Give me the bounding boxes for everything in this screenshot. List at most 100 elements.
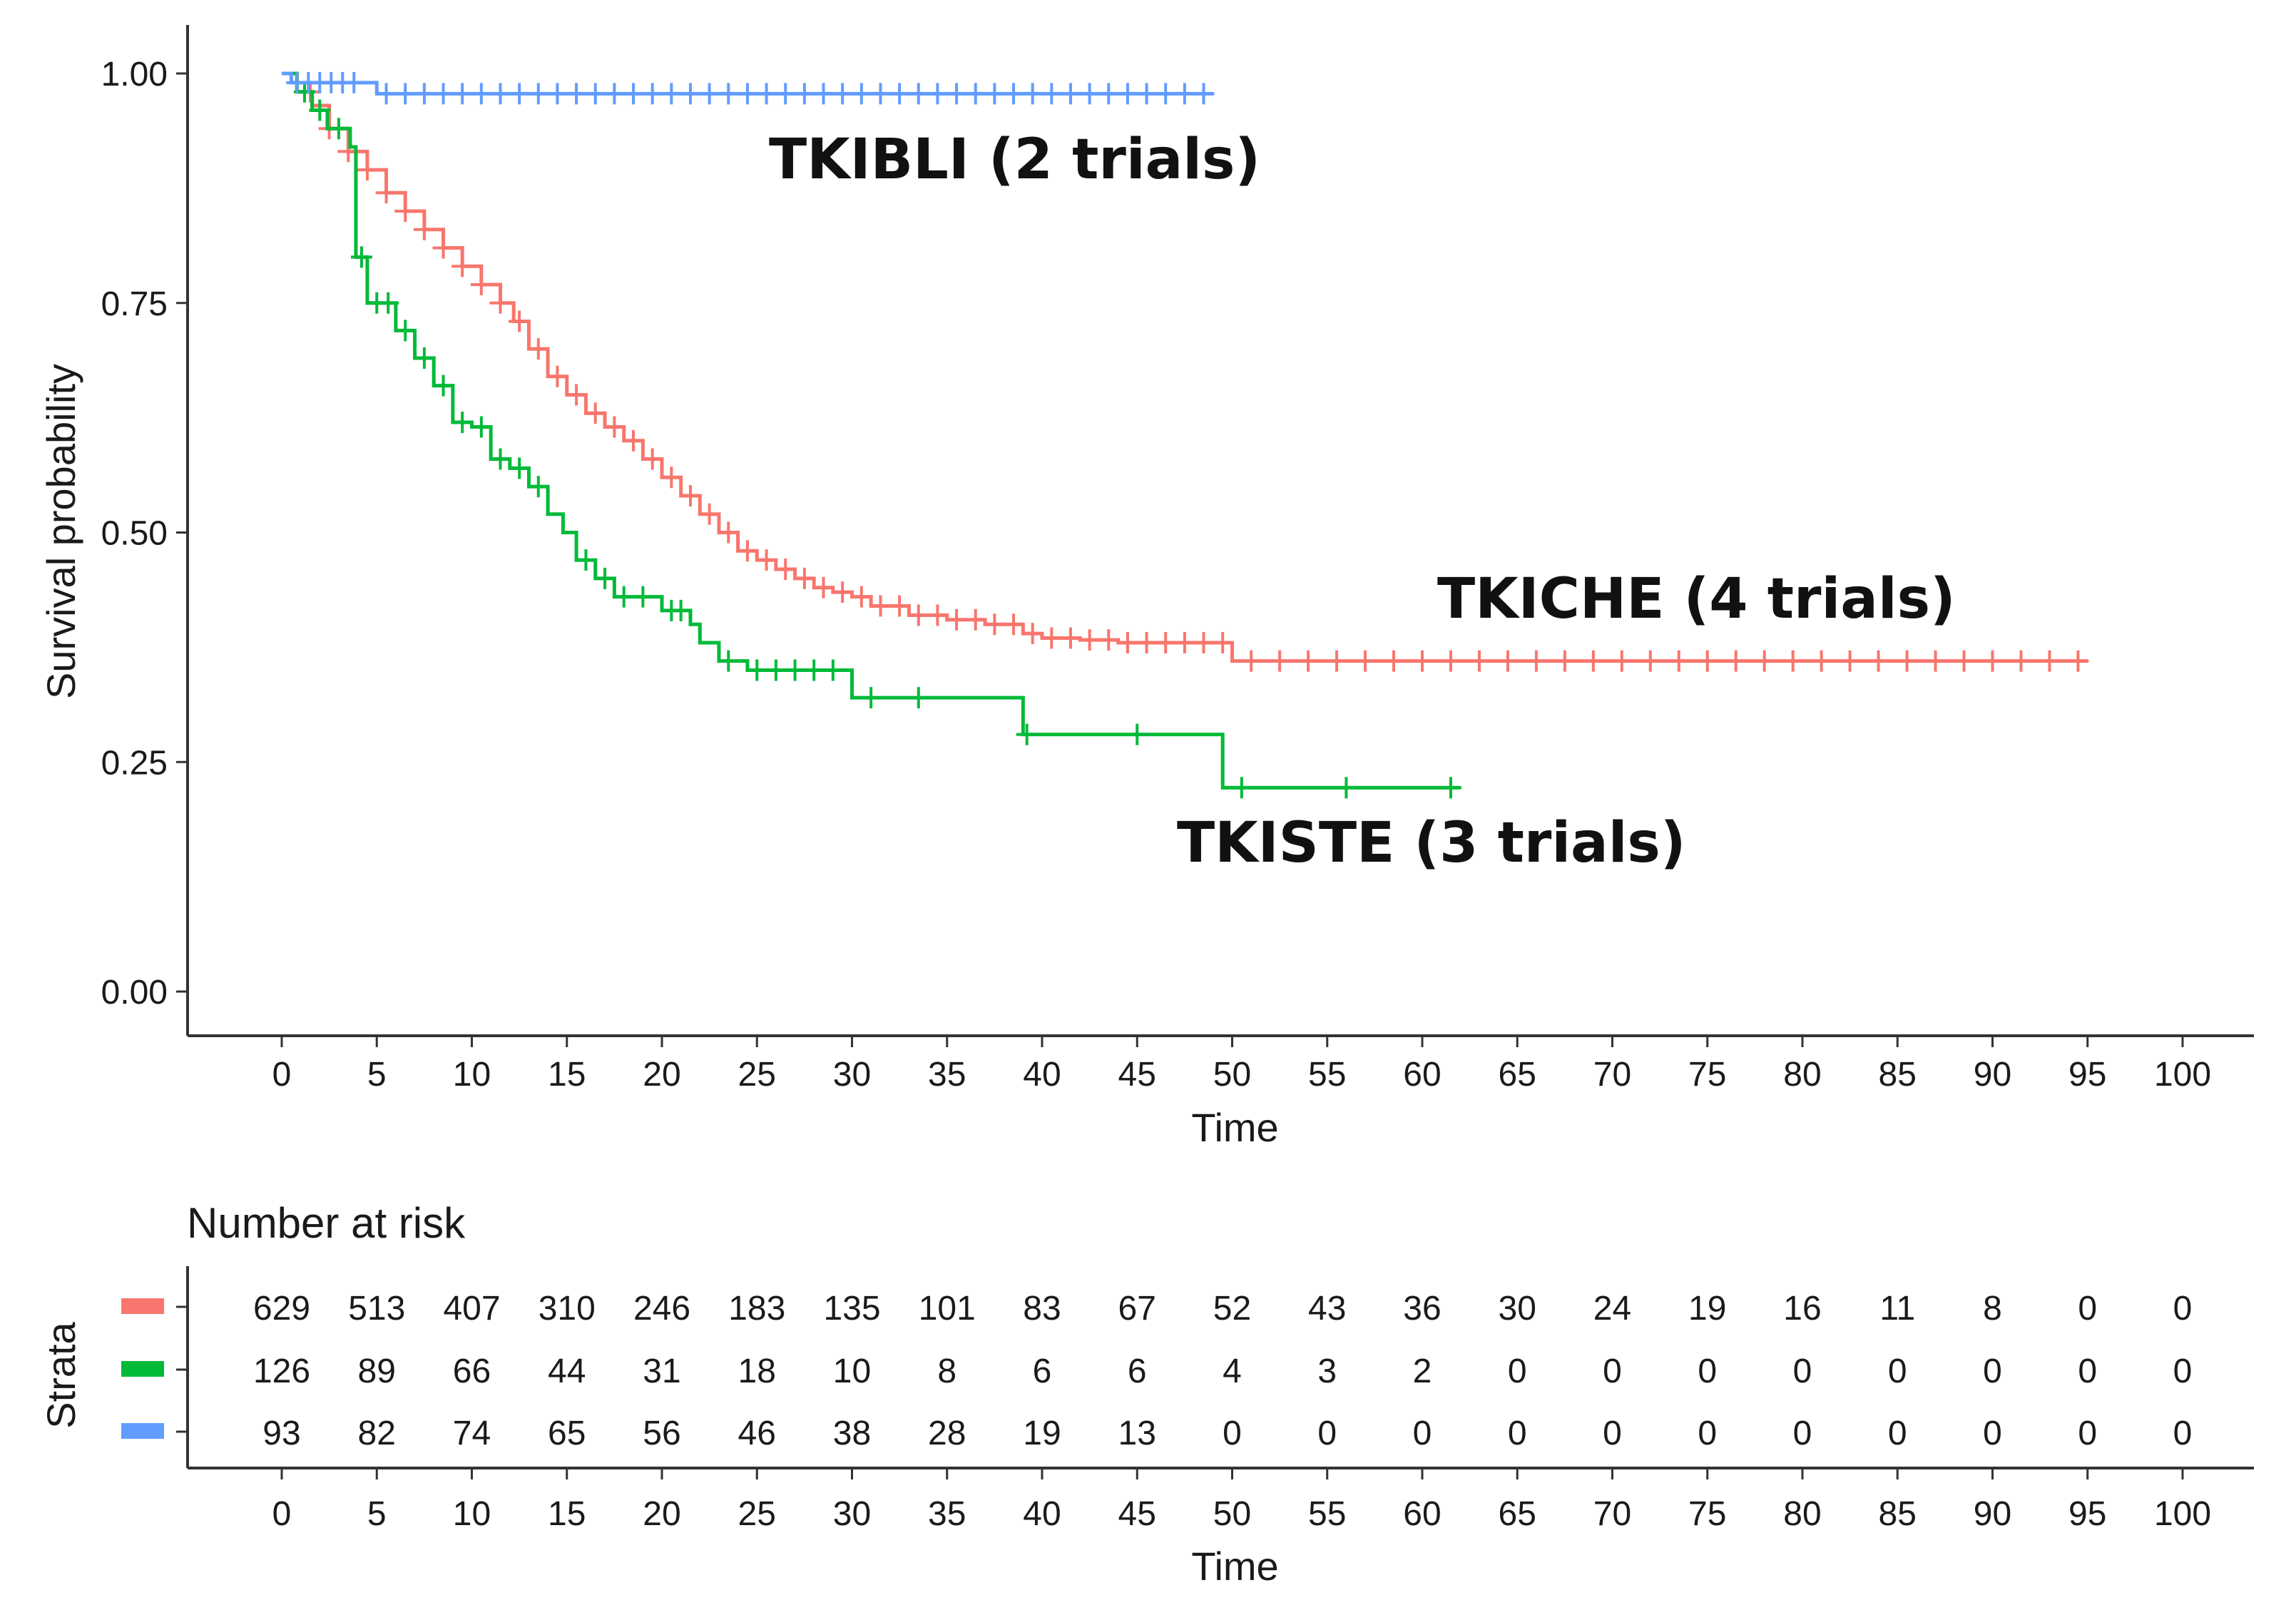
- censor-mark: [1553, 650, 1576, 672]
- risk-cell: 18: [738, 1352, 776, 1390]
- censor-mark: [746, 659, 768, 681]
- censor-mark: [1782, 650, 1804, 672]
- censor-mark: [1136, 631, 1158, 653]
- series-line-1: [282, 71, 1461, 790]
- risk-cell: 0: [2173, 1415, 2193, 1452]
- x-tick-label: 70: [1593, 1056, 1631, 1094]
- y-tick-label: 1.00: [101, 56, 168, 93]
- risk-cell: 44: [548, 1352, 586, 1390]
- censor-mark: [527, 338, 549, 360]
- censor-mark: [755, 549, 777, 571]
- risk-cell: 0: [1317, 1415, 1337, 1452]
- censor-mark: [907, 687, 929, 709]
- x-tick-label: 20: [643, 1056, 680, 1094]
- censor-mark: [1212, 631, 1234, 653]
- censor-mark: [1412, 650, 1433, 672]
- censor-mark: [1240, 650, 1262, 672]
- censor-mark: [356, 159, 378, 181]
- censor-mark: [1753, 650, 1775, 672]
- risk-cell: 246: [633, 1290, 690, 1328]
- censor-mark: [623, 83, 645, 105]
- censor-mark: [603, 416, 626, 438]
- censor-mark: [1867, 650, 1889, 672]
- censor-mark: [527, 476, 549, 498]
- x-tick-label: 15: [548, 1056, 586, 1094]
- risk-cell: 0: [2173, 1290, 2193, 1328]
- censor-mark: [1059, 83, 1081, 105]
- censor-mark: [350, 246, 372, 268]
- x-tick-label: 25: [738, 1056, 776, 1094]
- risk-x-tick-label: 90: [1974, 1495, 2011, 1533]
- risk-cell: 82: [358, 1415, 396, 1452]
- censor-mark: [1098, 83, 1120, 105]
- x-tick-label: 35: [928, 1056, 966, 1094]
- censor-mark: [470, 83, 492, 105]
- censor-mark: [964, 83, 986, 105]
- risk-cell: 0: [1603, 1415, 1622, 1452]
- censor-mark: [566, 384, 588, 406]
- risk-x-tick-label: 70: [1593, 1495, 1631, 1533]
- x-tick-label: 30: [833, 1056, 871, 1094]
- risk-cell: 0: [1793, 1415, 1812, 1452]
- censor-mark: [1439, 650, 1461, 672]
- risk-cell: 0: [1888, 1352, 1907, 1390]
- censor-mark: [375, 83, 397, 105]
- risk-x-tick-label: 25: [738, 1495, 776, 1533]
- strata-color-key-1: [121, 1361, 164, 1377]
- censor-mark: [793, 567, 815, 589]
- risk-table-title: Number at risk: [187, 1199, 466, 1247]
- censor-mark: [1439, 777, 1461, 799]
- censor-mark: [309, 99, 331, 121]
- risk-cell: 13: [1118, 1415, 1156, 1452]
- risk-cell: 0: [2078, 1290, 2097, 1328]
- risk-cell: 4: [1223, 1352, 1242, 1390]
- risk-cell: 135: [823, 1290, 880, 1328]
- censor-mark: [679, 83, 701, 105]
- censor-mark: [1003, 83, 1025, 105]
- y-tick-label: 0.50: [101, 515, 168, 553]
- censor-mark: [1896, 650, 1918, 672]
- risk-x-tick-label: 50: [1213, 1495, 1251, 1533]
- x-tick-label: 65: [1499, 1056, 1536, 1094]
- risk-cell: 31: [643, 1352, 680, 1390]
- censor-mark: [641, 83, 663, 105]
- censor-mark: [1725, 650, 1747, 672]
- risk-cell: 19: [1023, 1415, 1061, 1452]
- censor-mark: [793, 83, 815, 105]
- risk-cell: 43: [1308, 1290, 1346, 1328]
- censor-mark: [394, 200, 417, 223]
- censor-mark: [1269, 650, 1291, 672]
- risk-cell: 101: [919, 1290, 976, 1328]
- censor-mark: [1335, 777, 1357, 799]
- risk-cell: 0: [1983, 1415, 2002, 1452]
- censor-mark: [907, 83, 929, 105]
- x-tick-label: 5: [367, 1056, 387, 1094]
- censor-mark: [803, 659, 825, 681]
- risk-y-axis-title: Strata: [39, 1321, 83, 1428]
- risk-x-tick-label: 95: [2068, 1495, 2106, 1533]
- censor-mark: [1173, 83, 1195, 105]
- censor-mark: [1078, 83, 1101, 105]
- censor-mark: [594, 567, 616, 589]
- censor-mark: [1021, 83, 1044, 105]
- censor-mark: [470, 274, 492, 296]
- censor-mark: [1136, 83, 1158, 105]
- x-tick-label: 0: [272, 1056, 292, 1094]
- risk-cell: 28: [928, 1415, 966, 1452]
- risk-x-tick-label: 20: [643, 1495, 680, 1533]
- risk-cell: 0: [1508, 1352, 1527, 1390]
- risk-cell: 83: [1023, 1290, 1061, 1328]
- censor-mark: [1326, 650, 1348, 672]
- censor-mark: [2010, 650, 2032, 672]
- x-tick-label: 85: [1879, 1056, 1917, 1094]
- censor-mark: [1016, 723, 1038, 745]
- censor-mark: [1126, 723, 1148, 745]
- y-tick-label: 0.75: [101, 285, 168, 323]
- risk-x-tick-label: 30: [833, 1495, 871, 1533]
- censor-mark: [765, 659, 787, 681]
- censor-mark: [451, 83, 474, 105]
- censor-mark: [1021, 623, 1044, 645]
- censor-mark: [489, 448, 511, 470]
- censor-mark: [489, 292, 511, 314]
